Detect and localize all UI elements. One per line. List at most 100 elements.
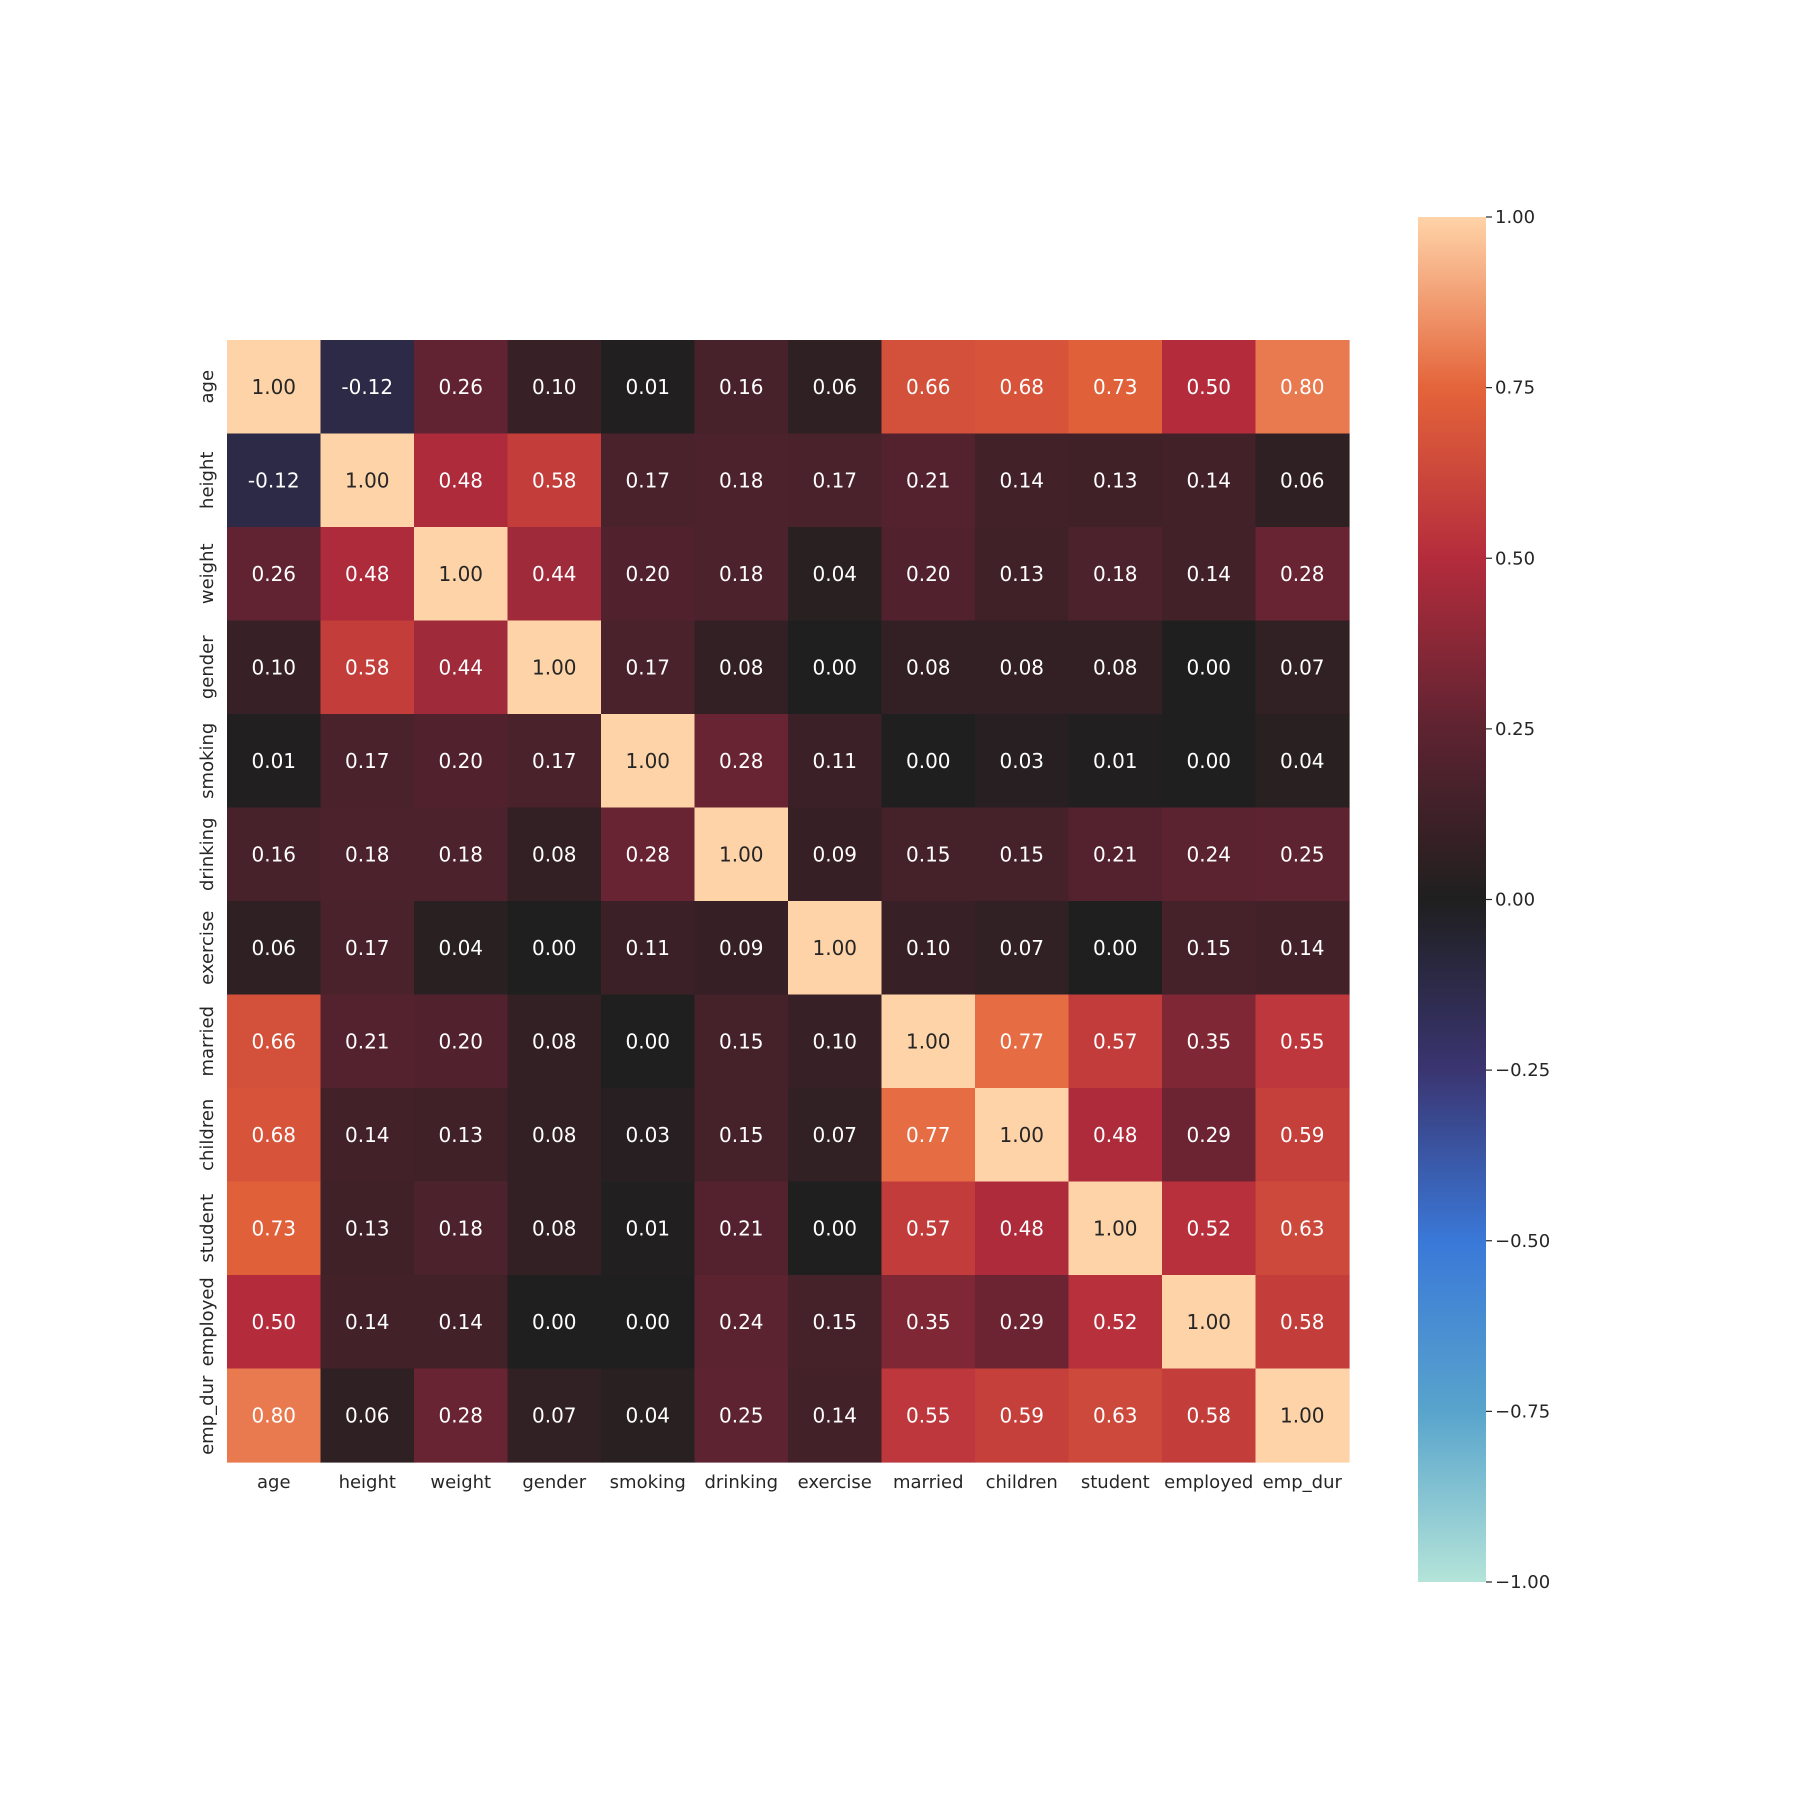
heatmap-cell-age-married (881, 340, 976, 435)
heatmap-cell-married-student (1068, 994, 1163, 1089)
cell-value-height-employed: 0.14 (1186, 468, 1231, 492)
cell-value-smoking-smoking: 1.00 (625, 749, 670, 773)
cell-value-employed-age: 0.50 (251, 1310, 296, 1334)
cell-value-children-age: 0.68 (251, 1123, 296, 1147)
cell-value-student-smoking: 0.01 (625, 1216, 670, 1240)
heatmap-cell-emp_dur-employed (1162, 1368, 1257, 1463)
heatmap-cell-gender-age (227, 620, 322, 715)
heatmap-cell-weight-exercise (788, 527, 883, 622)
heatmap-cell-children-smoking (601, 1088, 696, 1183)
heatmap-cell-age-employed (1162, 340, 1257, 435)
cell-value-married-employed: 0.35 (1186, 1029, 1231, 1053)
y-tick-exercise: exercise (197, 911, 218, 985)
cell-value-drinking-exercise: 0.09 (812, 842, 857, 866)
cell-value-children-employed: 0.29 (1186, 1123, 1231, 1147)
heatmap-cell-employed-emp_dur (1255, 1275, 1350, 1370)
cell-value-emp_dur-exercise: 0.14 (812, 1403, 857, 1427)
cell-value-employed-gender: 0.00 (532, 1310, 577, 1334)
heatmap-cell-employed-height (320, 1275, 415, 1370)
cell-value-children-smoking: 0.03 (625, 1123, 670, 1147)
cell-value-smoking-emp_dur: 0.04 (1280, 749, 1325, 773)
heatmap-cell-employed-drinking (694, 1275, 789, 1370)
heatmap-cell-employed-employed (1162, 1275, 1257, 1370)
heatmap-cell-student-exercise (788, 1181, 883, 1276)
y-tick-employed: employed (197, 1277, 218, 1366)
heatmap-cell-children-gender (507, 1088, 602, 1183)
heatmap-cell-exercise-gender (507, 901, 602, 996)
heatmap-cell-emp_dur-age (227, 1368, 322, 1463)
cell-value-children-children: 1.00 (999, 1123, 1044, 1147)
cell-value-exercise-employed: 0.15 (1186, 936, 1231, 960)
cell-value-married-exercise: 0.10 (812, 1029, 857, 1053)
heatmap-cell-children-married (881, 1088, 976, 1183)
heatmap-cell-employed-smoking (601, 1275, 696, 1370)
cell-value-emp_dur-children: 0.59 (999, 1403, 1044, 1427)
cell-value-weight-height: 0.48 (345, 562, 390, 586)
heatmap-cell-emp_dur-children (975, 1368, 1070, 1463)
heatmap-cell-student-age (227, 1181, 322, 1276)
cell-value-employed-student: 0.52 (1093, 1310, 1138, 1334)
heatmap-cell-emp_dur-exercise (788, 1368, 883, 1463)
heatmap-cell-drinking-emp_dur (1255, 807, 1350, 902)
cell-value-children-gender: 0.08 (532, 1123, 577, 1147)
cell-value-height-married: 0.21 (906, 468, 951, 492)
x-tick-student: student (1081, 1472, 1150, 1493)
cell-value-employed-children: 0.29 (999, 1310, 1044, 1334)
cell-value-married-smoking: 0.00 (625, 1029, 670, 1053)
cell-value-children-emp_dur: 0.59 (1280, 1123, 1325, 1147)
cell-value-exercise-emp_dur: 0.14 (1280, 936, 1325, 960)
heatmap-cell-drinking-drinking (694, 807, 789, 902)
heatmap-cell-employed-children (975, 1275, 1070, 1370)
colorbar-gradient (1418, 217, 1486, 1582)
heatmap-cell-drinking-employed (1162, 807, 1257, 902)
cell-value-smoking-drinking: 0.28 (719, 749, 764, 773)
cell-value-married-weight: 0.20 (438, 1029, 483, 1053)
cell-value-height-student: 0.13 (1093, 468, 1138, 492)
cell-value-student-exercise: 0.00 (812, 1216, 857, 1240)
cell-value-student-height: 0.13 (345, 1216, 390, 1240)
heatmap-cell-student-student (1068, 1181, 1163, 1276)
cell-value-exercise-height: 0.17 (345, 936, 390, 960)
x-tick-gender: gender (522, 1472, 586, 1493)
heatmap-cell-married-drinking (694, 994, 789, 1089)
cell-value-children-weight: 0.13 (438, 1123, 483, 1147)
cell-value-exercise-drinking: 0.09 (719, 936, 764, 960)
heatmap-cell-weight-student (1068, 527, 1163, 622)
cell-value-student-drinking: 0.21 (719, 1216, 764, 1240)
heatmap-cell-student-weight (414, 1181, 509, 1276)
heatmap-cell-height-married (881, 433, 976, 528)
heatmap-cell-age-height (320, 340, 415, 435)
cell-value-height-children: 0.14 (999, 468, 1044, 492)
cell-value-age-smoking: 0.01 (625, 375, 670, 399)
heatmap-cell-married-children (975, 994, 1070, 1089)
heatmap-cell-weight-gender (507, 527, 602, 622)
cell-value-employed-drinking: 0.24 (719, 1310, 764, 1334)
x-tick-drinking: drinking (705, 1472, 779, 1493)
cell-value-drinking-smoking: 0.28 (625, 842, 670, 866)
heatmap-cell-weight-emp_dur (1255, 527, 1350, 622)
heatmap-cell-married-weight (414, 994, 509, 1089)
cell-value-exercise-weight: 0.04 (438, 936, 483, 960)
heatmap-cell-student-children (975, 1181, 1070, 1276)
cell-value-employed-height: 0.14 (345, 1310, 390, 1334)
cell-value-height-weight: 0.48 (438, 468, 483, 492)
cell-value-emp_dur-married: 0.55 (906, 1403, 951, 1427)
cell-value-gender-married: 0.08 (906, 655, 951, 679)
cell-value-gender-height: 0.58 (345, 655, 390, 679)
cell-value-drinking-children: 0.15 (999, 842, 1044, 866)
cell-value-emp_dur-emp_dur: 1.00 (1280, 1403, 1325, 1427)
y-tick-married: married (197, 1006, 218, 1077)
cell-value-gender-emp_dur: 0.07 (1280, 655, 1325, 679)
colorbar-tick-label: 0.00 (1495, 890, 1535, 911)
cell-value-smoking-height: 0.17 (345, 749, 390, 773)
cell-value-weight-employed: 0.14 (1186, 562, 1231, 586)
heatmap-cell-exercise-height (320, 901, 415, 996)
x-tick-employed: employed (1164, 1472, 1253, 1493)
heatmap-cell-age-gender (507, 340, 602, 435)
heatmap-cell-student-gender (507, 1181, 602, 1276)
cell-value-smoking-employed: 0.00 (1186, 749, 1231, 773)
cell-value-smoking-exercise: 0.11 (812, 749, 857, 773)
heatmap-cell-age-smoking (601, 340, 696, 435)
cell-value-age-height: -0.12 (341, 375, 393, 399)
